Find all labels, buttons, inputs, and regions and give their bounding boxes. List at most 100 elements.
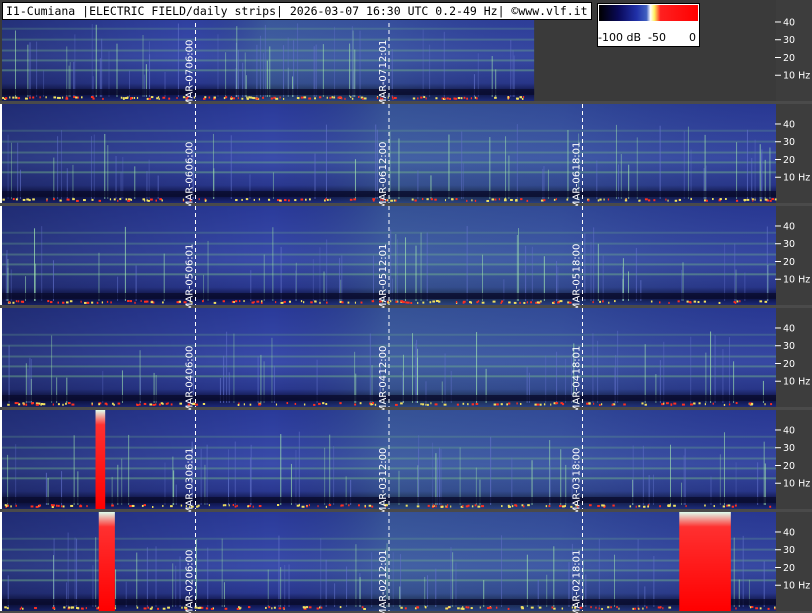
noise-stroke [19, 169, 21, 199]
date-label: MAR-02 [572, 579, 583, 613]
floor-speckle [162, 301, 164, 304]
resonance-band [2, 435, 776, 438]
noise-stroke [34, 263, 36, 301]
floor-speckle [559, 300, 563, 303]
floor-speckle [385, 199, 389, 202]
floor-speckle [185, 97, 188, 100]
floor-speckle [718, 301, 721, 304]
floor-speckle [685, 505, 687, 508]
noise-stroke [142, 35, 144, 97]
time-label: 06:00 [185, 550, 196, 579]
noise-stroke [77, 471, 79, 505]
floor-speckle [29, 96, 31, 99]
floor-speckle [85, 607, 87, 610]
noise-stroke [723, 432, 725, 505]
noise-stroke [411, 333, 413, 403]
noise-stroke [153, 372, 155, 403]
floor-speckle [256, 300, 260, 303]
noise-stroke [371, 365, 373, 403]
noise-stroke [91, 24, 93, 98]
floor-speckle [348, 504, 350, 507]
floor-speckle [195, 403, 199, 406]
floor-speckle [448, 606, 451, 609]
floor-speckle [63, 606, 66, 609]
floor-speckle [475, 97, 478, 100]
floor-speckle [363, 607, 366, 610]
floor-speckle [746, 198, 750, 201]
resonance-band [2, 579, 776, 582]
floor-speckle [711, 198, 714, 201]
date-label: MAR-02 [378, 579, 389, 613]
floor-speckle [303, 607, 307, 610]
noise-stroke [354, 159, 356, 199]
noise-stroke [644, 586, 646, 607]
y-tick-label: 40 [783, 17, 795, 28]
floor-speckle [273, 96, 276, 99]
floor-speckle [494, 198, 497, 201]
floor-speckle [575, 504, 578, 507]
strip-separator [0, 203, 812, 206]
floor-speckle [26, 198, 30, 201]
floor-speckle [81, 96, 83, 99]
noise-stroke [396, 239, 398, 301]
floor-speckle [467, 606, 470, 609]
noise-stroke [400, 554, 402, 607]
noise-stroke [47, 478, 49, 505]
floor-speckle [371, 403, 374, 406]
floor-speckle [668, 606, 672, 609]
floor-speckle [70, 606, 73, 609]
floor-speckle [429, 301, 432, 304]
noise-stroke [722, 348, 724, 403]
noise-stroke [764, 463, 766, 505]
noise-stroke [516, 124, 518, 199]
floor-speckle [443, 403, 447, 406]
floor-speckle [50, 301, 53, 304]
floor-speckle [325, 505, 328, 508]
floor-speckle [329, 96, 332, 99]
floor-speckle [161, 199, 163, 202]
floor-speckle [4, 606, 7, 609]
noise-stroke [578, 133, 580, 199]
floor-speckle [508, 301, 511, 304]
floor-speckle [283, 300, 286, 303]
floor-speckle [339, 606, 342, 609]
floor-speckle [129, 505, 132, 508]
noise-stroke [432, 442, 434, 505]
noise-stroke [104, 133, 106, 199]
floor-speckle [358, 96, 360, 99]
noise-stroke [244, 69, 246, 97]
floor-speckle [305, 198, 307, 201]
date-label: MAR-06 [572, 171, 583, 209]
floor-speckle [393, 96, 397, 99]
resonance-band [2, 375, 776, 378]
floor-speckle [300, 96, 304, 99]
floor-speckle [91, 402, 93, 405]
scale-label-min: -100 dB [598, 31, 641, 44]
date-label: MAR-04 [378, 375, 389, 413]
floor-speckle [76, 96, 79, 99]
floor-speckle [117, 199, 119, 202]
floor-speckle [432, 300, 436, 303]
noise-stroke [640, 280, 642, 301]
floor-speckle [553, 402, 557, 405]
time-label: 18:01 [572, 550, 583, 579]
floor-speckle [282, 607, 285, 610]
floor-speckle [288, 300, 291, 303]
floor-speckle [639, 199, 641, 202]
noise-stroke [204, 464, 206, 505]
floor-speckle [236, 607, 240, 610]
noise-stroke [263, 254, 265, 301]
noise-stroke [728, 337, 730, 403]
floor-speckle [67, 402, 71, 405]
floor-speckle [127, 300, 130, 303]
noise-stroke [376, 129, 378, 199]
noise-stroke [292, 76, 294, 97]
floor-speckle [474, 199, 477, 202]
noise-stroke [191, 441, 193, 505]
floor-speckle [317, 505, 319, 508]
floor-speckle [690, 198, 692, 201]
floor-speckle [465, 505, 469, 508]
floor-speckle [262, 96, 265, 99]
floor-speckle [337, 96, 340, 99]
floor-speckle [624, 199, 628, 202]
